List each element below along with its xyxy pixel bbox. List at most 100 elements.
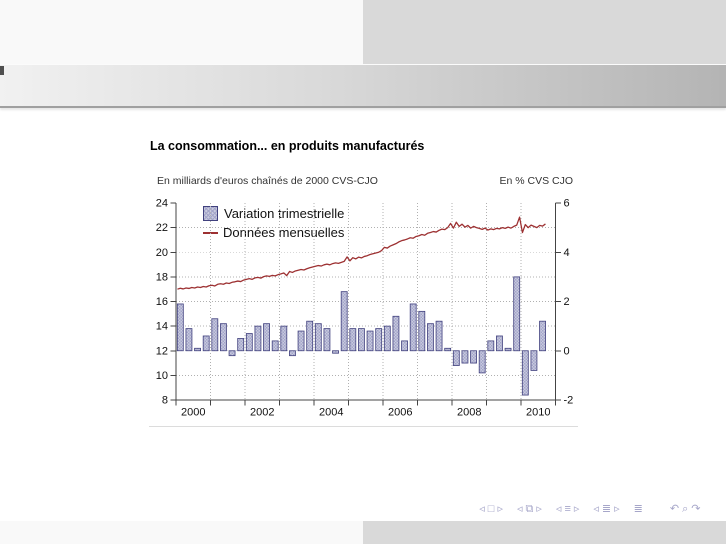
frame-nav-icon[interactable]: ◃ xyxy=(516,503,523,515)
bar-2010T2 xyxy=(530,350,538,371)
bar-2007T4 xyxy=(444,347,452,352)
bar-2003T2 xyxy=(289,350,296,357)
beamer-navigation-bar: ◃ □ ▹ ◃ ⧉ ▹ ◃ ≡ ▹ ◃ ≣ ▹ ≣ ↶ ⌕ ↷ xyxy=(467,503,702,516)
bar-2001T1 xyxy=(211,318,219,352)
bar-2009T4 xyxy=(513,276,521,352)
section-nav-icon[interactable]: ▹ xyxy=(614,503,620,515)
bar-2000T4 xyxy=(202,335,210,352)
tools-nav: ↶ ⌕ ↷ xyxy=(668,503,702,516)
subsection-nav-icon[interactable]: ◃ xyxy=(555,503,562,515)
bar-2006T4 xyxy=(409,303,417,352)
bar-2008T2 xyxy=(461,350,469,364)
bar-2000T2 xyxy=(185,328,193,352)
bar-2002T2 xyxy=(254,325,262,352)
bar-2003T3 xyxy=(297,330,305,352)
header-block-left xyxy=(0,0,363,64)
bar-2001T2 xyxy=(220,323,227,352)
bar-2000T1 xyxy=(176,303,184,352)
bar-2009T1 xyxy=(487,340,495,352)
slide-nav-icon[interactable]: ▹ xyxy=(497,503,503,515)
footer-block-left xyxy=(0,521,363,544)
bar-2003T1 xyxy=(280,325,288,352)
bar-2004T3 xyxy=(332,350,339,354)
section-nav-icon[interactable]: ◃ xyxy=(593,503,599,515)
appendix-nav: ≣ xyxy=(632,503,644,516)
line-swatch-icon xyxy=(203,231,218,234)
subsection-nav-icon[interactable]: ≡ xyxy=(564,503,571,515)
bar-2003T4 xyxy=(306,320,314,352)
bar-2006T2 xyxy=(392,315,400,352)
left-axis-tick-label: 20 xyxy=(156,247,168,259)
section-nav: ◃ ≣ ▹ xyxy=(592,503,621,516)
bar-2000T3 xyxy=(194,347,201,352)
bar-2004T2 xyxy=(323,328,331,352)
bar-2006T3 xyxy=(401,340,408,352)
bar-2006T1 xyxy=(383,325,391,352)
bar-2008T3 xyxy=(470,350,477,364)
slide-nav-icon[interactable]: ◃ xyxy=(479,503,485,515)
left-axis-tick-label: 16 xyxy=(156,296,168,308)
bar-2007T2 xyxy=(427,323,434,352)
slide-nav: ◃ □ ▹ xyxy=(478,503,505,516)
bar-2004T4 xyxy=(340,291,348,352)
bar-2004T1 xyxy=(314,323,322,352)
frame-nav-icon[interactable]: ⧉ xyxy=(525,503,534,515)
subsection-nav-icon[interactable]: ▹ xyxy=(573,503,580,515)
left-axis-caption: En milliards d'euros chaînés de 2000 CVS… xyxy=(157,175,378,187)
bar-2002T4 xyxy=(271,340,279,352)
header-block-right xyxy=(363,0,726,64)
bar-2010T3 xyxy=(539,320,546,352)
bar-2009T3 xyxy=(504,347,512,352)
left-axis-tick-label: 10 xyxy=(156,370,168,382)
left-axis-tick-label: 18 xyxy=(156,271,168,283)
bar-2009T2 xyxy=(496,335,503,352)
header-notch xyxy=(0,66,4,75)
gridlines xyxy=(176,203,556,400)
left-axis-tick-label: 12 xyxy=(156,345,168,357)
monthly-line xyxy=(177,216,546,290)
year-tick-label: 2010 xyxy=(526,407,550,419)
left-axis-tick-label: 22 xyxy=(156,222,168,234)
year-tick-label: 2004 xyxy=(319,407,343,419)
section-nav-icon[interactable]: ≣ xyxy=(601,503,612,515)
subsection-nav: ◃ ≡ ▹ xyxy=(554,503,580,516)
tools-nav-icon[interactable]: ↶ xyxy=(669,503,680,515)
bar-2007T1 xyxy=(418,310,426,352)
bar-2001T4 xyxy=(237,338,245,352)
right-axis-caption: En % CVS CJO xyxy=(499,175,573,187)
bar-2001T3 xyxy=(228,350,236,357)
year-tick-label: 2002 xyxy=(250,407,274,419)
bar-2008T4 xyxy=(478,350,486,374)
quarterly-bars xyxy=(176,276,546,396)
bar-2008T1 xyxy=(452,350,460,366)
bar-2010T1 xyxy=(521,350,529,396)
header-gradient-band xyxy=(0,64,726,108)
right-axis-tick-label: 2 xyxy=(564,296,570,308)
left-axis-tick-label: 24 xyxy=(156,198,168,210)
chart-panel: En milliards d'euros chaînés de 2000 CVS… xyxy=(149,168,578,427)
tools-nav-icon[interactable]: ⌕ xyxy=(682,503,689,515)
slide-title: La consommation... en produits manufactu… xyxy=(150,139,425,153)
year-tick-label: 2006 xyxy=(388,407,412,419)
bar-2005T2 xyxy=(358,328,365,352)
bar-2002T1 xyxy=(245,333,253,352)
bar-swatch-icon xyxy=(203,206,218,221)
right-axis-tick-label: 6 xyxy=(564,198,570,210)
tools-nav-icon[interactable]: ↷ xyxy=(691,503,701,515)
frame-nav-icon[interactable]: ▹ xyxy=(536,503,542,515)
axes xyxy=(170,202,561,406)
bar-2005T3 xyxy=(366,330,374,352)
bar-2007T3 xyxy=(435,320,443,352)
right-axis-tick-label: 0 xyxy=(564,345,570,357)
left-axis-tick-label: 14 xyxy=(156,321,168,333)
frame-nav: ◃ ⧉ ▹ xyxy=(515,503,543,516)
footer-block-right xyxy=(363,521,726,544)
appendix-nav-icon[interactable]: ≣ xyxy=(633,503,643,515)
bar-2005T1 xyxy=(349,328,357,352)
year-tick-label: 2000 xyxy=(181,407,205,419)
bar-2005T4 xyxy=(375,328,383,352)
slide-nav-icon[interactable]: □ xyxy=(487,503,495,515)
bar-2002T3 xyxy=(263,323,270,352)
